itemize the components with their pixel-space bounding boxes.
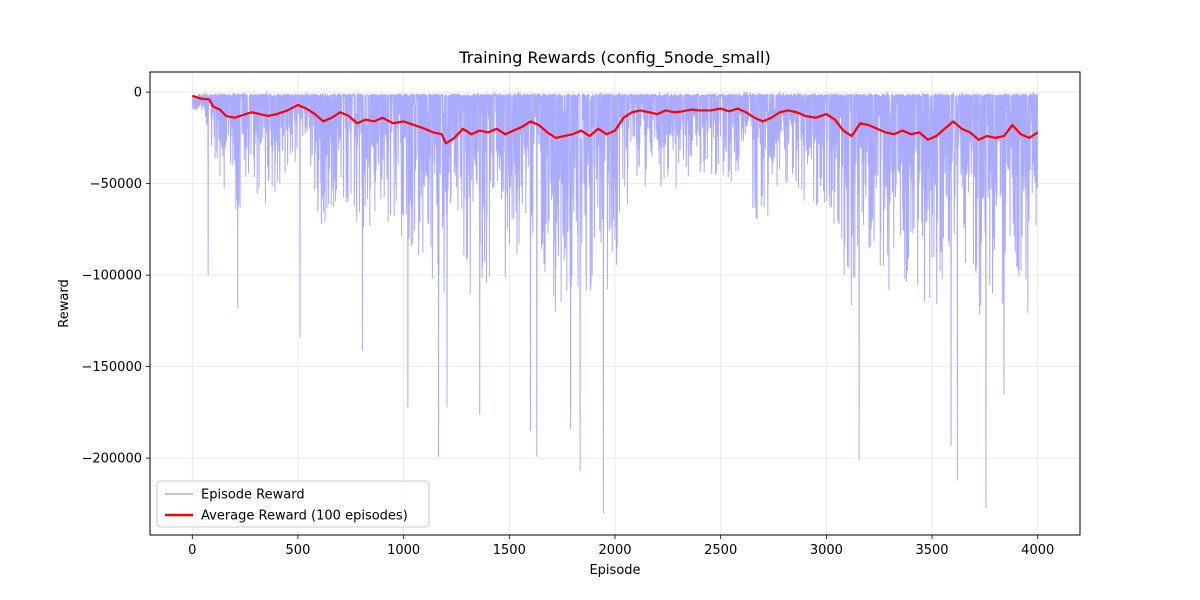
x-axis-ticks: 0 500 1000 1500 2000 2500 3000 3500 4000: [188, 535, 1054, 558]
x-tick-label: 4000: [1021, 543, 1054, 558]
episode-reward-series: [191, 91, 1039, 514]
chart-title: Training Rewards (config_5node_small): [458, 48, 770, 68]
x-tick-label: 3000: [810, 543, 843, 558]
y-axis-label: Reward: [57, 279, 72, 327]
average-reward-line: [191, 94, 1039, 145]
x-tick-label: 2500: [704, 543, 737, 558]
x-axis-label: Episode: [589, 563, 640, 578]
y-tick-label: −100000: [81, 269, 142, 284]
y-tick-label: 0: [134, 86, 142, 101]
y-tick-label: −50000: [90, 177, 142, 192]
episode-reward-line: [191, 91, 1039, 514]
legend-box: [156, 480, 430, 528]
average-reward-series: [191, 94, 1039, 145]
x-tick-label: 1500: [493, 543, 526, 558]
x-tick-label: 0: [188, 543, 196, 558]
y-axis-ticks: 0 −50000 −100000 −150000 −200000: [81, 86, 150, 467]
legend: Episode Reward Average Reward (100 episo…: [156, 480, 430, 528]
legend-label-episode-reward: Episode Reward: [201, 488, 305, 503]
y-tick-label: −150000: [81, 360, 142, 375]
x-tick-label: 1000: [387, 543, 420, 558]
x-tick-label: 500: [286, 543, 311, 558]
x-tick-label: 2000: [598, 543, 631, 558]
y-tick-label: −200000: [81, 452, 142, 467]
x-tick-label: 3500: [915, 543, 948, 558]
legend-label-average-reward: Average Reward (100 episodes): [201, 509, 408, 524]
